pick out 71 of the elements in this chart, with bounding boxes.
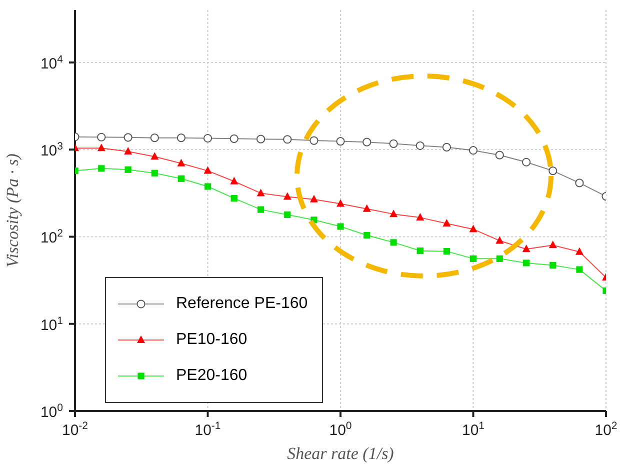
y-tick-label: 10$^{0}$ xyxy=(40,402,64,421)
point xyxy=(416,213,424,221)
point xyxy=(256,134,266,144)
y-axis-title: Viscosity (Pa · s) xyxy=(3,153,22,268)
point xyxy=(362,204,371,212)
point xyxy=(204,183,212,190)
x-tick-label: 10$^{-2}$ xyxy=(62,420,88,439)
point xyxy=(496,236,504,244)
point xyxy=(337,223,344,230)
point xyxy=(416,141,424,150)
point xyxy=(443,248,450,255)
point xyxy=(470,255,477,262)
legend-label: PE20-160 xyxy=(176,367,248,385)
point xyxy=(575,178,584,188)
point xyxy=(178,175,185,182)
point xyxy=(364,232,370,239)
point xyxy=(390,239,397,246)
point xyxy=(230,176,238,184)
point xyxy=(176,134,186,142)
point xyxy=(442,142,452,152)
point xyxy=(230,134,238,143)
point xyxy=(204,166,212,174)
point xyxy=(151,170,158,176)
point xyxy=(495,150,504,160)
point xyxy=(523,260,530,266)
point xyxy=(203,134,212,143)
point xyxy=(177,158,186,166)
y-tick-label: 10$^{1}$ xyxy=(40,314,64,334)
x-tick-label: 10$^{2}$ xyxy=(594,420,618,439)
point xyxy=(522,158,531,166)
point xyxy=(150,152,159,160)
point xyxy=(230,195,238,202)
point xyxy=(336,199,344,207)
point xyxy=(576,266,583,273)
point xyxy=(98,165,105,172)
y-tick-label: 10$^{3}$ xyxy=(40,140,64,160)
point xyxy=(124,133,132,142)
point xyxy=(575,247,584,255)
point xyxy=(256,188,265,196)
legend-label: Reference PE-160 xyxy=(176,295,308,313)
point xyxy=(310,136,318,145)
point xyxy=(283,192,292,200)
y-tick-label: 10$^{4}$ xyxy=(40,53,64,72)
point xyxy=(336,137,345,146)
point xyxy=(310,194,318,202)
point xyxy=(442,218,451,226)
point xyxy=(550,262,556,269)
point xyxy=(97,144,106,152)
x-tick-label: 10$^{-1}$ xyxy=(194,420,221,439)
x-axis-title: Shear rate (1/s) xyxy=(287,444,394,463)
point xyxy=(522,244,530,252)
point xyxy=(548,166,558,176)
point xyxy=(469,224,478,232)
point xyxy=(496,255,503,262)
point xyxy=(124,147,132,155)
x-tick-label: 10$^{1}$ xyxy=(462,420,485,439)
point xyxy=(124,166,132,173)
point xyxy=(284,211,291,218)
legend-label: PE10-160 xyxy=(176,331,248,349)
point xyxy=(283,135,292,144)
point xyxy=(548,240,557,248)
point xyxy=(150,134,159,142)
point xyxy=(362,138,372,146)
point xyxy=(468,146,478,155)
y-tick-label: 10$^{2}$ xyxy=(40,228,64,247)
point xyxy=(416,247,424,254)
point xyxy=(389,139,398,148)
point xyxy=(390,210,398,218)
x-tick-label: 10$^{0}$ xyxy=(329,420,352,439)
point xyxy=(258,206,264,213)
point xyxy=(97,132,106,142)
